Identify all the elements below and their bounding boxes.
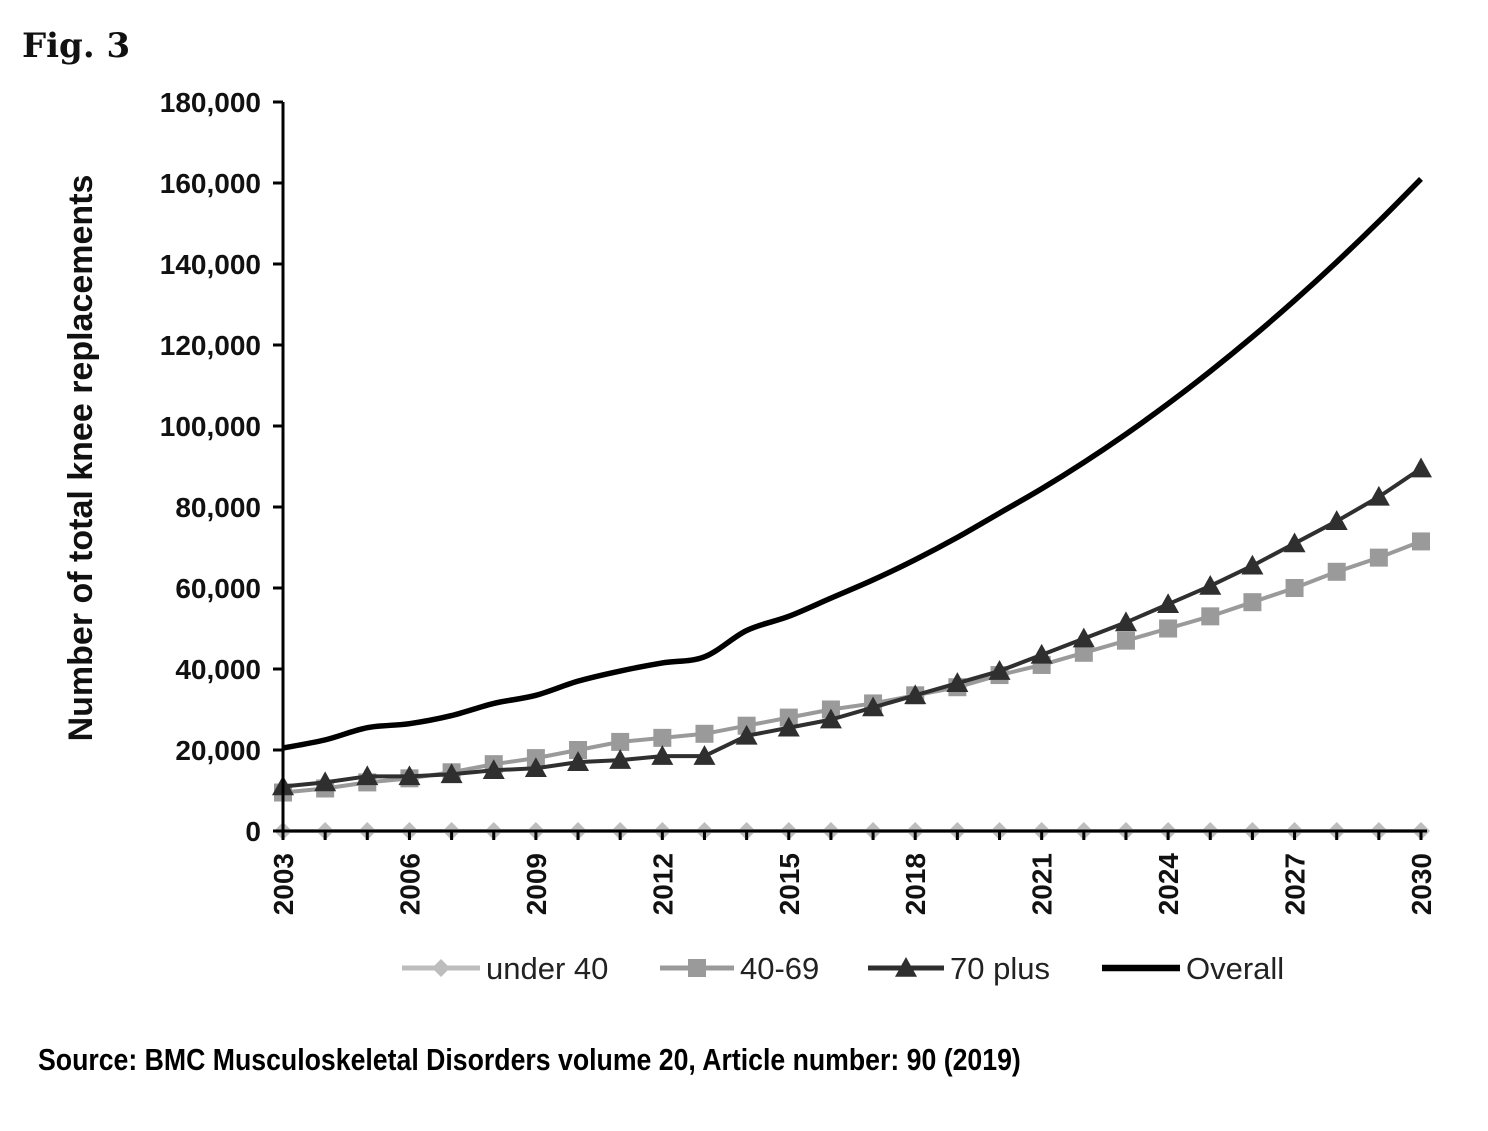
data-point-70-plus [651,745,674,765]
y-tick-label: 60,000 [175,573,261,604]
figure-label: Fig. 3 [22,26,131,66]
legend: under 40 40-69 70 plus Overall [402,951,1284,986]
data-point-40-69 [1243,593,1262,612]
legend-item-overall: Overall [1102,951,1284,986]
data-point-legend-under-40 [432,959,450,977]
data-point-40-69 [1285,579,1304,597]
series-overall [282,177,1423,751]
y-tick-label: 160,000 [160,168,261,199]
legend-label: 40-69 [740,951,819,986]
data-point-legend-70-plus [895,957,917,977]
y-tick-label: 20,000 [175,735,261,766]
data-point-40-69 [611,732,630,751]
y-axis-title: Number of total knee replacements [62,175,100,742]
y-tick-label: 180,000 [160,87,261,118]
legend-item-40-69: 40-69 [660,951,819,986]
data-point-40-69 [1369,548,1388,567]
data-point-70-plus [440,763,463,784]
data-point-70-plus [1072,627,1095,648]
data-point-70-plus [1199,574,1222,595]
data-point-70-plus [735,724,758,745]
data-point-40-69 [1327,562,1346,581]
x-tick-label: 2021 [1027,853,1058,915]
data-point-70-plus [567,751,590,771]
data-point-70-plus [398,765,421,786]
data-point-70-plus [862,696,885,717]
data-point-40-69 [1412,532,1430,551]
data-point-70-plus [1157,593,1180,613]
data-point-70-plus [819,708,842,729]
data-point-70-plus [946,672,969,692]
y-tick-label: 120,000 [160,330,261,361]
legend-item-70-plus: 70 plus [868,951,1050,986]
legend-item-under-40: under 40 [402,951,608,986]
data-point-70-plus [693,745,716,765]
data-point-40-69 [1201,607,1220,626]
x-tick-label: 2027 [1280,853,1311,915]
data-point-70-plus [1410,457,1432,478]
legend-label: under 40 [486,951,608,986]
series-line-40-69 [282,539,1422,795]
data-point-40-69 [569,741,588,759]
y-tick-label: 80,000 [175,492,261,523]
data-point-70-plus [1367,485,1390,506]
data-point-40-69 [1116,631,1135,650]
x-tick-label: 2024 [1153,853,1184,916]
x-tick-label: 2030 [1406,853,1437,915]
x-tick-label: 2009 [521,853,552,915]
y-tick-label: 140,000 [160,249,261,280]
data-point-40-69 [1159,619,1178,638]
y-tick-label: 40,000 [175,654,261,685]
series-70-plus [272,457,1432,796]
data-point-70-plus [1241,554,1264,575]
x-tick-label: 2015 [774,853,805,915]
data-point-70-plus [524,757,547,778]
data-point-40-69 [653,728,672,747]
data-point-70-plus [988,660,1011,680]
data-point-70-plus [609,749,632,769]
data-point-70-plus [356,765,379,786]
x-tick-label: 2006 [394,853,425,915]
series-line-70-plus [282,466,1423,789]
data-point-70-plus [1030,643,1053,664]
data-point-40-69 [695,724,714,743]
source-caption: Source: BMC Musculoskeletal Disorders vo… [38,1042,1021,1077]
legend-label: Overall [1186,951,1284,986]
y-tick-label: 0 [245,816,261,847]
data-point-70-plus [482,759,505,780]
x-tick-label: 2003 [268,853,299,915]
x-tick-label: 2018 [900,853,931,915]
data-point-70-plus [1283,532,1306,553]
data-point-70-plus [314,771,337,792]
data-point-legend-40-69 [688,959,706,977]
series-line-overall [282,177,1423,751]
legend-label: 70 plus [950,951,1050,986]
y-axis: 0 20,000 40,000 60,000 80,000 100,000 120,000 1… [160,87,285,847]
data-point-70-plus [904,684,927,705]
x-axis: 2003 2006 2009 2012 2015 2018 2021 2024 2027 2030 [268,829,1437,916]
y-tick-label: 100,000 [160,411,261,442]
plot-area [272,177,1432,840]
data-point-70-plus [1325,510,1348,530]
data-point-70-plus [1114,611,1137,632]
data-point-40-69 [1074,643,1093,662]
data-point-70-plus [777,716,800,737]
x-tick-label: 2012 [647,853,678,915]
